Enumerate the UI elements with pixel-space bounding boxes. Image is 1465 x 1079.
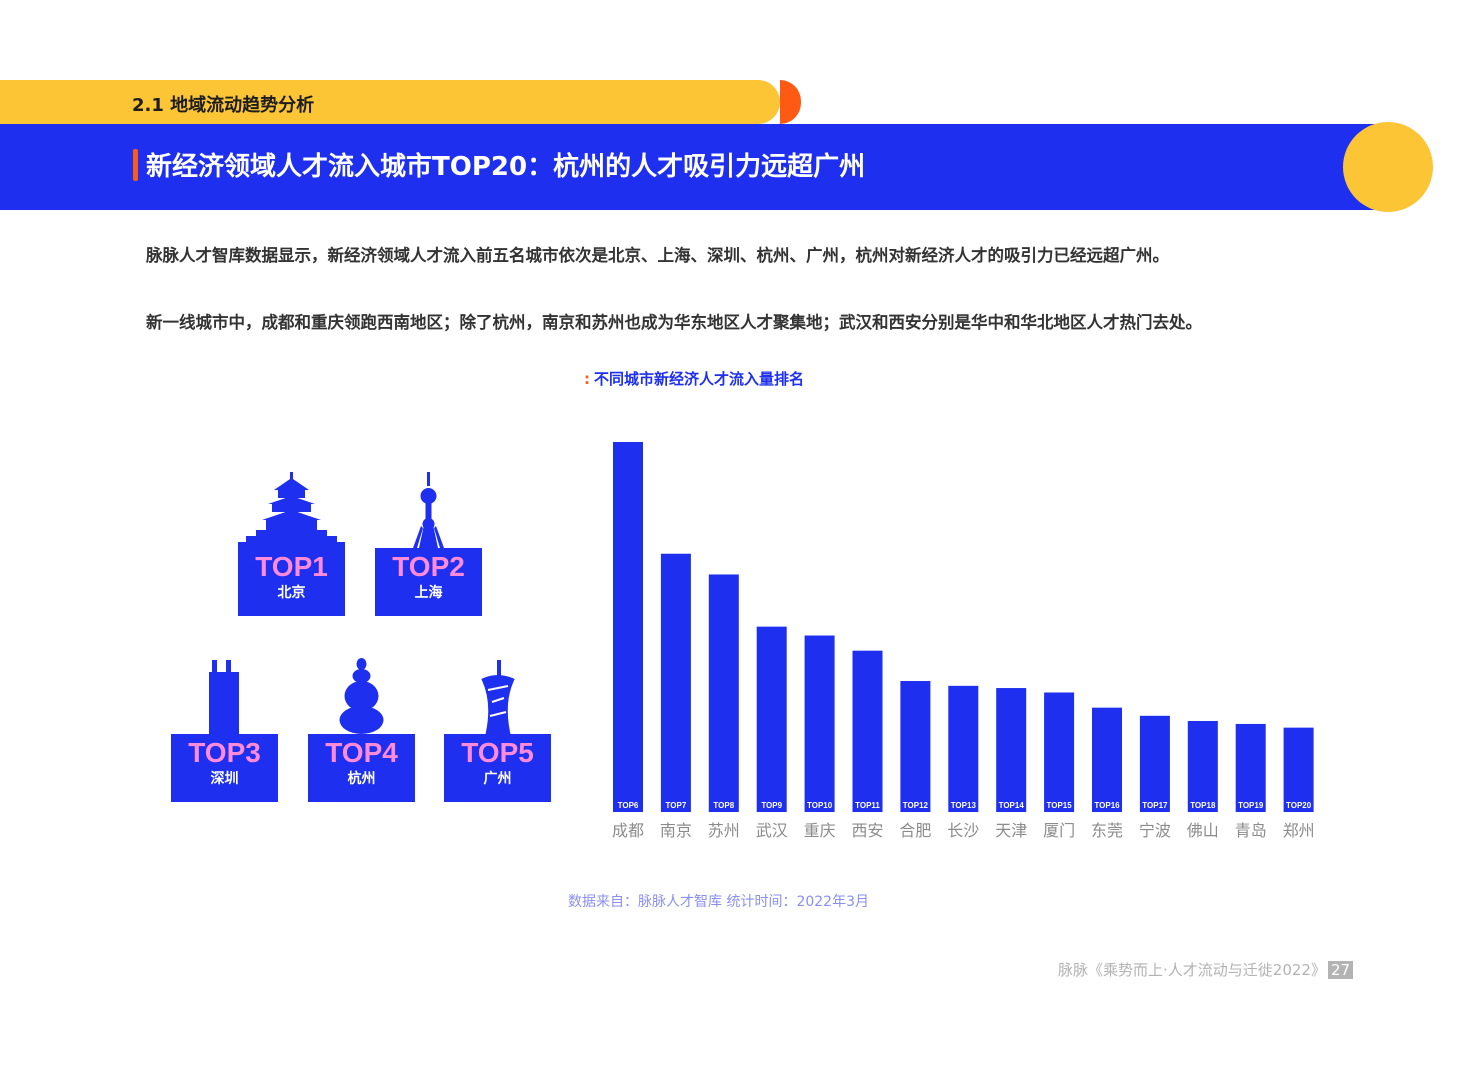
data-source-note: 数据来自：脉脉人才智库 统计时间：2022年3月 (568, 894, 869, 910)
bar-rank-label: TOP17 (1142, 801, 1168, 810)
x-tick-label: 青岛 (1235, 821, 1267, 840)
x-tick-label: 苏州 (708, 821, 740, 840)
bar-14 (1283, 727, 1314, 812)
x-tick-label: 东莞 (1091, 821, 1123, 840)
temple-of-heaven-icon (238, 472, 345, 548)
bar-10 (1092, 707, 1122, 812)
section-label: 2.1 地域流动趋势分析 (132, 95, 315, 116)
bar-3 (756, 626, 787, 812)
bar-rank-label: TOP15 (1046, 801, 1072, 810)
page-number: 27 (1327, 961, 1354, 979)
top1-badge: TOP1 北京 (238, 470, 345, 616)
top3-city: 深圳 (210, 771, 239, 787)
bar-6 (900, 681, 931, 812)
top3-rank: TOP3 (188, 737, 261, 768)
bar-rank-label: TOP6 (618, 801, 639, 810)
chart-title-text: 不同城市新经济人才流入量排名 (594, 370, 805, 388)
title-accent-bar (133, 149, 138, 181)
bar-5 (852, 650, 883, 812)
bar-4 (804, 635, 835, 812)
top4-badge: TOP4 杭州 (308, 656, 415, 802)
top5-box: TOP5 广州 (444, 734, 551, 802)
top5-badge: TOP5 广州 (444, 656, 551, 802)
page-title: 新经济领域人才流入城市TOP20：杭州的人才吸引力远超广州 (146, 152, 866, 182)
yellow-circle-decoration (1343, 122, 1433, 212)
bar-rank-label: TOP9 (761, 801, 782, 810)
top3-box: TOP3 深圳 (171, 734, 278, 802)
bar-1 (660, 553, 691, 812)
bar-13 (1235, 723, 1266, 812)
x-tick-label: 郑州 (1283, 821, 1315, 840)
top4-rank: TOP4 (325, 737, 398, 768)
bar-rank-label: TOP19 (1238, 801, 1264, 810)
top4-box: TOP4 杭州 (308, 734, 415, 802)
footer-text: 脉脉《乘势而上·人才流动与迁徙2022》 (1058, 961, 1326, 979)
x-tick-label: 长沙 (947, 821, 979, 840)
bar-rank-label: TOP13 (951, 801, 977, 810)
x-tick-label: 成都 (612, 821, 644, 840)
top5-rank: TOP5 (461, 737, 534, 768)
intro-paragraph-1: 脉脉人才智库数据显示，新经济领域人才流入前五名城市依次是北京、上海、深圳、杭州、… (146, 246, 1169, 265)
bar-11 (1139, 715, 1170, 812)
bar-0 (613, 442, 643, 812)
x-tick-label: 佛山 (1187, 821, 1219, 840)
top3-badge: TOP3 深圳 (171, 656, 278, 802)
x-tick-label: 重庆 (804, 821, 836, 840)
bar-rank-label: TOP7 (666, 801, 687, 810)
bar-rank-label: TOP16 (1094, 801, 1120, 810)
top1-box: TOP1 北京 (238, 548, 345, 616)
top2-city: 上海 (414, 585, 443, 601)
x-tick-label: 合肥 (899, 821, 931, 840)
bar-rank-label: TOP20 (1286, 801, 1312, 810)
top2-badge: TOP2 上海 (375, 470, 482, 616)
bar-rank-label: TOP14 (999, 801, 1025, 810)
x-tick-label: 南京 (660, 821, 692, 840)
title-band (0, 124, 1390, 210)
x-tick-label: 西安 (851, 821, 883, 840)
skyscraper-icon (209, 660, 239, 734)
section-header-bar (0, 80, 780, 124)
bar-rank-label: TOP12 (903, 801, 929, 810)
canton-tower-icon (481, 660, 515, 734)
bar-2 (708, 574, 739, 812)
top4-city: 杭州 (347, 771, 376, 787)
bar-8 (996, 688, 1027, 812)
bar-rank-label: TOP10 (807, 801, 833, 810)
x-tick-label: 天津 (995, 821, 1027, 840)
pagoda-icon (339, 658, 384, 734)
bar-7 (948, 685, 979, 812)
bar-9 (1044, 692, 1075, 812)
top1-rank: TOP1 (255, 551, 328, 582)
x-tick-label: 武汉 (756, 821, 788, 840)
bar-rank-label: TOP11 (855, 801, 880, 810)
bar-chart: TOP6 成都 TOP7 南京 TOP8 苏州 TOP9 武汉 TOP10 重庆 TOP11 西安 TO… (612, 442, 1315, 840)
top5-city: 广州 (483, 771, 512, 787)
x-tick-label: 宁波 (1139, 821, 1171, 840)
top2-rank: TOP2 (392, 551, 465, 582)
bar-rank-label: TOP8 (713, 801, 734, 810)
intro-paragraph-2: 新一线城市中，成都和重庆领跑西南地区；除了杭州，南京和苏州也成为华东地区人才聚集… (146, 313, 1202, 332)
footer: 脉脉《乘势而上·人才流动与迁徙2022》 27 (1058, 959, 1354, 980)
oriental-pearl-tower-icon (413, 472, 444, 548)
top2-box: TOP2 上海 (375, 548, 482, 616)
chart-title: : 不同城市新经济人才流入量排名 (584, 370, 805, 388)
top1-city: 北京 (277, 585, 306, 601)
bar-12 (1187, 720, 1218, 812)
orange-half-circle (780, 80, 801, 124)
x-tick-label: 厦门 (1043, 821, 1075, 840)
bar-rank-label: TOP18 (1190, 801, 1216, 810)
